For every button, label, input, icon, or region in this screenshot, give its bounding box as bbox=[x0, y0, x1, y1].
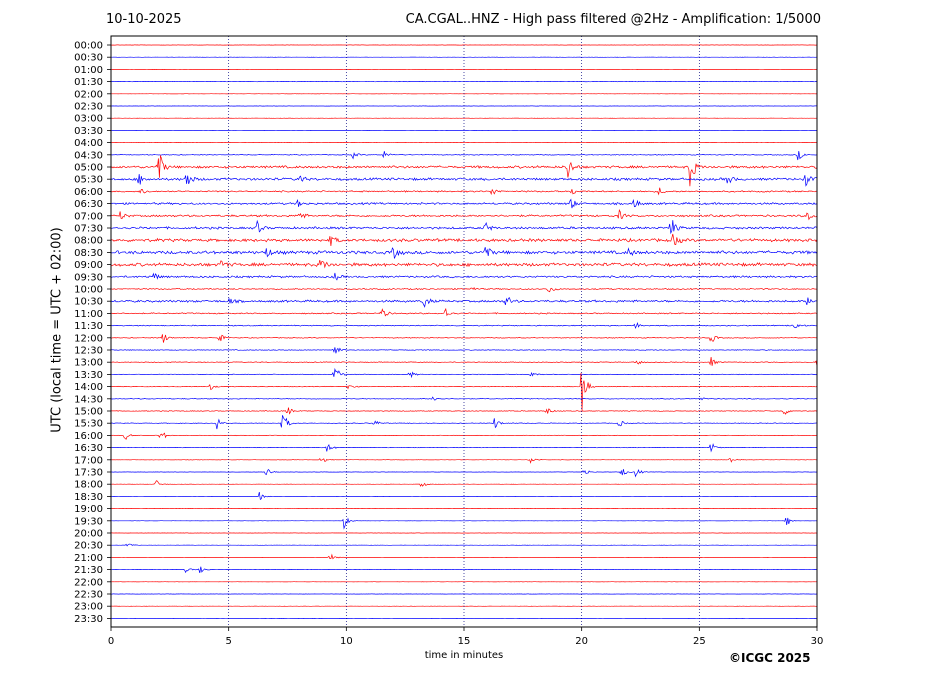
trace-2130 bbox=[110, 566, 817, 574]
y-tick-label: 09:00 bbox=[74, 260, 103, 271]
y-tick-label: 18:00 bbox=[74, 480, 103, 491]
x-tick-label: 0 bbox=[108, 636, 114, 647]
date-label: 10-10-2025 bbox=[106, 12, 182, 27]
y-tick-label: 09:30 bbox=[74, 272, 103, 283]
x-tick-label: 30 bbox=[811, 636, 824, 647]
y-tick-label: 03:30 bbox=[74, 126, 103, 137]
x-tick-label: 25 bbox=[693, 636, 706, 647]
trace-2030 bbox=[110, 543, 818, 547]
y-tick-label: 17:00 bbox=[74, 455, 103, 466]
y-tick-label: 21:00 bbox=[74, 553, 103, 564]
y-tick-label: 01:30 bbox=[74, 77, 103, 88]
trace-0800 bbox=[110, 233, 818, 247]
plot-frame bbox=[110, 35, 818, 628]
x-axis: 0 5 10 15 20 25 30 bbox=[108, 627, 824, 647]
x-tick-label: 15 bbox=[458, 636, 471, 647]
y-tick-label: 10:00 bbox=[74, 285, 103, 296]
y-tick-label: 04:30 bbox=[74, 150, 103, 161]
trace-0530 bbox=[110, 174, 818, 187]
y-tick-label: 17:30 bbox=[74, 468, 103, 479]
y-tick-label: 00:30 bbox=[74, 53, 103, 64]
y-tick-label: 08:00 bbox=[74, 236, 103, 247]
y-tick-label: 22:30 bbox=[74, 590, 103, 601]
y-tick-label: 07:30 bbox=[74, 224, 103, 235]
trace-1830 bbox=[110, 492, 817, 500]
x-axis-label: time in minutes bbox=[424, 650, 504, 661]
y-tick-label: 19:00 bbox=[74, 504, 103, 515]
trace-1800 bbox=[110, 480, 817, 487]
x-tick-label: 10 bbox=[340, 636, 353, 647]
y-tick-label: 10:30 bbox=[74, 297, 103, 308]
trace-1330 bbox=[110, 367, 818, 379]
y-tick-label: 13:00 bbox=[74, 358, 103, 369]
trace-0600 bbox=[110, 187, 818, 196]
y-tick-label: 14:30 bbox=[74, 394, 103, 405]
y-tick-label: 06:00 bbox=[74, 187, 103, 198]
y-tick-label: 06:30 bbox=[74, 199, 103, 210]
y-tick-label: 02:30 bbox=[74, 102, 103, 113]
y-tick-label: 22:00 bbox=[74, 577, 103, 588]
x-tick-label: 20 bbox=[575, 636, 588, 647]
trace-1100 bbox=[110, 307, 818, 317]
y-tick-label: 16:00 bbox=[74, 431, 103, 442]
y-tick-label: 21:30 bbox=[74, 565, 103, 576]
y-tick-label: 12:30 bbox=[74, 346, 103, 357]
y-tick-label: 23:00 bbox=[74, 602, 103, 613]
trace-1230 bbox=[110, 347, 818, 354]
grid-layer bbox=[228, 36, 700, 627]
trace-layer bbox=[110, 44, 818, 619]
trace-0430 bbox=[110, 150, 818, 161]
y-tick-label: 14:00 bbox=[74, 382, 103, 393]
y-tick-label: 01:00 bbox=[74, 65, 103, 76]
y-tick-label: 07:00 bbox=[74, 211, 103, 222]
y-tick-label: 18:30 bbox=[74, 492, 103, 503]
y-tick-label: 05:00 bbox=[74, 163, 103, 174]
y-tick-label: 19:30 bbox=[74, 516, 103, 527]
trace-1130 bbox=[111, 321, 818, 329]
y-tick-label: 02:00 bbox=[74, 89, 103, 100]
trace-1400 bbox=[110, 372, 818, 412]
trace-1200 bbox=[110, 334, 818, 343]
trace-2100 bbox=[110, 553, 818, 560]
trace-1930 bbox=[110, 517, 818, 530]
y-tick-label: 04:00 bbox=[74, 138, 103, 149]
y-tick-label: 05:30 bbox=[74, 175, 103, 186]
y-tick-label: 11:30 bbox=[74, 321, 103, 332]
y-tick-label: 15:30 bbox=[74, 419, 103, 430]
trace-1300 bbox=[110, 357, 818, 367]
y-tick-label: 15:00 bbox=[74, 407, 103, 418]
y-axis-label: UTC (local time = UTC + 02:00) bbox=[49, 227, 65, 433]
y-tick-label: 11:00 bbox=[74, 309, 103, 320]
copyright-label: ©ICGC 2025 bbox=[729, 651, 811, 665]
trace-1030 bbox=[110, 297, 817, 308]
y-tick-label: 20:00 bbox=[74, 529, 103, 540]
trace-0700 bbox=[110, 208, 818, 221]
y-tick-label: 00:00 bbox=[74, 41, 103, 52]
trace-0630 bbox=[110, 198, 818, 209]
y-tick-label: 12:00 bbox=[74, 333, 103, 344]
x-tick-label: 5 bbox=[225, 636, 231, 647]
y-tick-label: 20:30 bbox=[74, 541, 103, 552]
y-tick-label: 08:30 bbox=[74, 248, 103, 259]
y-tick-label: 16:30 bbox=[74, 443, 103, 454]
y-tick-label: 23:30 bbox=[74, 614, 103, 625]
y-tick-label: 03:00 bbox=[74, 114, 103, 125]
y-tick-label: 13:30 bbox=[74, 370, 103, 381]
chart-title: CA.CGAL..HNZ - High pass filtered @2Hz -… bbox=[405, 12, 821, 27]
trace-1730 bbox=[111, 468, 818, 478]
